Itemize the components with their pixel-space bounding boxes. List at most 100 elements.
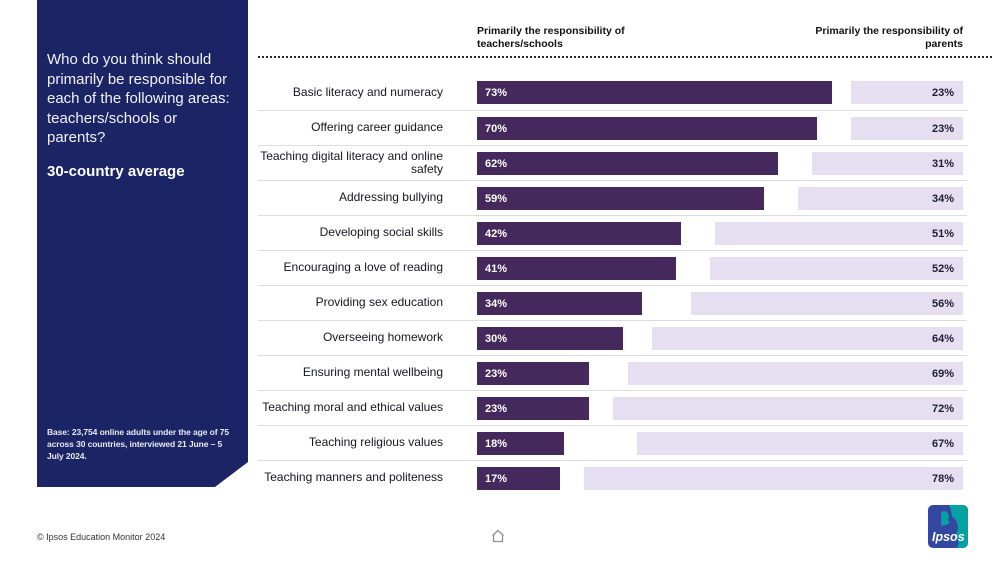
teachers-value: 18% <box>485 437 508 450</box>
parents-value: 72% <box>931 402 954 415</box>
chart-row: Encouraging a love of reading 41% 52% <box>258 250 967 285</box>
logo-face-icon <box>941 510 950 526</box>
category-label: Providing sex education <box>315 295 443 310</box>
teachers-value: 73% <box>485 86 508 99</box>
chart-row: Basic literacy and numeracy 73% 23% <box>258 75 967 110</box>
category-label: Encouraging a love of reading <box>283 260 443 275</box>
logo-wordmark: Ipsos <box>932 530 965 544</box>
parents-value: 23% <box>931 86 954 99</box>
ipsos-logo: Ipsos <box>928 505 968 548</box>
category-label: Basic literacy and numeracy <box>292 84 443 99</box>
teachers-bar: 23% <box>477 397 589 420</box>
parents-value: 31% <box>931 157 954 170</box>
chart-row: Addressing bullying 59% 34% <box>258 180 967 215</box>
parents-value: 52% <box>931 262 954 275</box>
parents-value: 51% <box>931 227 954 240</box>
chart-row: Teaching manners and politeness 17% 78% <box>258 460 967 495</box>
chart-row: Developing social skills 42% 51% <box>258 215 967 250</box>
bar-track: 18% 67% <box>477 426 963 460</box>
bar-track: 70% 23% <box>477 111 963 145</box>
parents-bar: 56% <box>690 292 963 315</box>
teachers-bar: 34% <box>477 292 643 315</box>
bar-track: 34% 56% <box>477 286 963 320</box>
category-label: Teaching religious values <box>308 435 443 450</box>
chart-row: Offering career guidance 70% 23% <box>258 110 967 145</box>
home-button[interactable] <box>489 527 507 545</box>
teachers-bar: 70% <box>477 117 818 140</box>
teachers-bar: 17% <box>477 467 560 490</box>
parents-bar: 64% <box>651 327 963 350</box>
parents-value: 67% <box>931 437 954 450</box>
parents-value: 69% <box>931 367 954 380</box>
parents-bar: 31% <box>812 152 963 175</box>
chart-row: Ensuring mental wellbeing 23% 69% <box>258 355 967 390</box>
base-note: Base: 23,754 online adults under the age… <box>47 427 229 462</box>
chart-legend-header: Primarily the responsibility of teachers… <box>258 25 992 58</box>
parents-value: 56% <box>931 297 954 310</box>
bar-track: 23% 69% <box>477 356 963 390</box>
country-average-label: 30-country average <box>47 162 185 180</box>
chart-row: Teaching religious values 18% 67% <box>258 425 967 460</box>
teachers-value: 62% <box>485 157 508 170</box>
parents-bar: 34% <box>797 187 963 210</box>
parents-value: 23% <box>931 122 954 135</box>
category-label: Teaching digital literacy and online saf… <box>260 148 443 176</box>
teachers-bar: 41% <box>477 257 677 280</box>
home-icon <box>492 529 504 543</box>
teachers-value: 70% <box>485 122 508 135</box>
parents-bar: 23% <box>851 81 963 104</box>
teachers-value: 23% <box>485 367 508 380</box>
category-label: Overseeing homework <box>322 330 443 345</box>
chart-row: Teaching moral and ethical values 23% 72… <box>258 390 967 425</box>
category-label: Ensuring mental wellbeing <box>302 365 443 380</box>
teachers-bar: 23% <box>477 362 589 385</box>
category-label: Offering career guidance <box>311 120 443 135</box>
bar-track: 23% 72% <box>477 391 963 425</box>
legend-teachers: Primarily the responsibility of teachers… <box>477 25 625 50</box>
copyright-text: © Ipsos Education Monitor 2024 <box>37 532 166 542</box>
chart-row: Providing sex education 34% 56% <box>258 285 967 320</box>
bar-track: 42% 51% <box>477 216 963 250</box>
bar-track: 59% 34% <box>477 181 963 215</box>
bar-track: 73% 23% <box>477 75 963 110</box>
parents-bar: 23% <box>851 117 963 140</box>
parents-value: 78% <box>931 472 954 485</box>
category-label: Addressing bullying <box>338 190 443 205</box>
parents-bar: 69% <box>627 362 963 385</box>
teachers-bar: 59% <box>477 187 764 210</box>
teachers-value: 59% <box>485 192 508 205</box>
parents-bar: 52% <box>710 257 963 280</box>
teachers-value: 17% <box>485 472 508 485</box>
bar-track: 41% 52% <box>477 251 963 285</box>
teachers-bar: 42% <box>477 222 682 245</box>
parents-bar: 78% <box>583 467 963 490</box>
parents-bar: 72% <box>613 397 963 420</box>
legend-parents: Primarily the responsibility of parents <box>815 25 963 50</box>
parents-bar: 67% <box>637 432 963 455</box>
teachers-value: 30% <box>485 332 508 345</box>
category-label: Teaching moral and ethical values <box>262 400 443 415</box>
teachers-bar: 73% <box>477 81 832 104</box>
chart-rows: Basic literacy and numeracy 73% 23% Offe… <box>258 75 992 495</box>
question-panel: Who do you think should primarily be res… <box>37 0 248 487</box>
parents-bar: 51% <box>715 222 963 245</box>
category-label: Teaching manners and politeness <box>264 470 443 485</box>
bar-track: 17% 78% <box>477 461 963 495</box>
teachers-value: 23% <box>485 402 508 415</box>
survey-question: Who do you think should primarily be res… <box>47 51 230 146</box>
bar-track: 30% 64% <box>477 321 963 355</box>
teachers-value: 42% <box>485 227 508 240</box>
parents-value: 34% <box>931 192 954 205</box>
chart-row: Overseeing homework 30% 64% <box>258 320 967 355</box>
bar-chart: Primarily the responsibility of teachers… <box>258 25 992 495</box>
teachers-bar: 62% <box>477 152 779 175</box>
parents-value: 64% <box>931 332 954 345</box>
category-label: Developing social skills <box>319 225 443 240</box>
bar-track: 62% 31% <box>477 146 963 180</box>
teachers-value: 41% <box>485 262 508 275</box>
teachers-value: 34% <box>485 297 508 310</box>
teachers-bar: 30% <box>477 327 623 350</box>
chart-row: Teaching digital literacy and online saf… <box>258 145 967 180</box>
teachers-bar: 18% <box>477 432 565 455</box>
